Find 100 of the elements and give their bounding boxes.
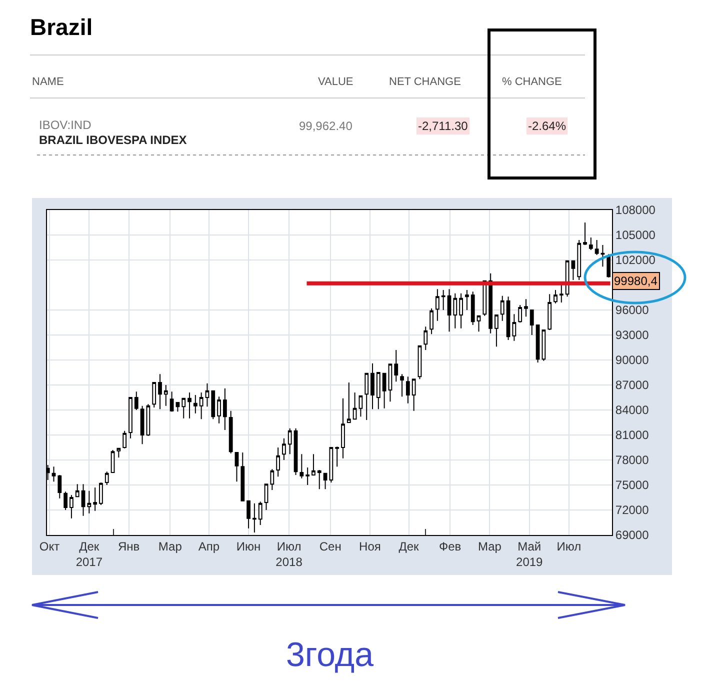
y-tick-label: 84000 bbox=[615, 403, 650, 418]
x-tick-label: Июн bbox=[236, 539, 261, 554]
x-tick-label: Окт bbox=[39, 539, 60, 554]
candlestick bbox=[188, 392, 192, 419]
candlestick bbox=[542, 330, 546, 362]
x-tick-label: Май 2019 bbox=[516, 539, 544, 569]
candlestick bbox=[536, 324, 540, 363]
text: 99980,4 bbox=[614, 274, 658, 288]
x-tick-label: Дек 2017 bbox=[76, 539, 103, 569]
text: -2,711.30 bbox=[418, 119, 468, 133]
candlestick bbox=[500, 295, 504, 322]
candlestick bbox=[64, 491, 68, 510]
candlestick bbox=[122, 430, 127, 449]
candlestick bbox=[176, 402, 180, 412]
candlestick bbox=[228, 410, 233, 454]
candlestick bbox=[217, 396, 221, 424]
y-tick-label: 105000 bbox=[615, 228, 656, 242]
candlestick bbox=[146, 404, 150, 436]
candlestick bbox=[170, 391, 174, 412]
candlestick bbox=[476, 315, 481, 332]
candlestick bbox=[394, 350, 398, 382]
candlestick bbox=[382, 372, 386, 409]
text: VALUE bbox=[318, 76, 354, 88]
candlestick bbox=[104, 471, 109, 486]
candlestick bbox=[341, 398, 345, 459]
x-tick-label: Ноя bbox=[359, 539, 381, 554]
candlestick bbox=[158, 374, 162, 410]
x-tick-label: Апр bbox=[198, 539, 220, 554]
y-tick-label: 102000 bbox=[615, 253, 656, 268]
x-tick-label: Фев bbox=[439, 539, 462, 554]
candlestick bbox=[116, 448, 121, 458]
candlestick bbox=[128, 397, 132, 439]
candlestick bbox=[488, 272, 493, 334]
candlestick bbox=[52, 466, 56, 482]
text: 3года bbox=[286, 636, 374, 674]
candlestick bbox=[554, 290, 558, 304]
chart-title: Brazil bbox=[30, 14, 93, 40]
y-tick-label: 72000 bbox=[615, 503, 650, 518]
candlestick bbox=[193, 394, 198, 414]
candlestick bbox=[246, 500, 250, 529]
candlestick bbox=[600, 244, 605, 268]
candlestick bbox=[400, 374, 404, 398]
candlestick bbox=[465, 290, 469, 310]
candlestick bbox=[412, 378, 416, 412]
candlestick bbox=[317, 470, 322, 490]
candlestick bbox=[453, 292, 458, 329]
x-tick-label: Июл bbox=[556, 539, 582, 554]
x-tick-label: Янв bbox=[118, 539, 140, 554]
candlestick bbox=[134, 391, 138, 410]
candlestick bbox=[459, 292, 463, 329]
candlestick bbox=[81, 484, 86, 516]
candlestick bbox=[211, 390, 216, 420]
x-tick-label: Июл 2018 bbox=[276, 539, 303, 569]
candlestick bbox=[335, 446, 340, 468]
text: BRAZIL IBOVESPA INDEX bbox=[39, 133, 187, 147]
candlestick bbox=[312, 454, 316, 476]
candlestick bbox=[152, 382, 156, 408]
candlestick bbox=[494, 314, 498, 348]
candlestick bbox=[288, 428, 292, 455]
candlestick bbox=[264, 484, 268, 510]
candlestick bbox=[222, 388, 227, 430]
candlestick bbox=[406, 376, 410, 404]
candlestick bbox=[571, 260, 576, 280]
candlestick bbox=[376, 372, 380, 410]
y-tick-label: 69000 bbox=[615, 528, 650, 542]
candlestick bbox=[512, 314, 516, 342]
candlestick bbox=[364, 372, 369, 420]
candlestick bbox=[234, 452, 239, 482]
candlestick bbox=[199, 392, 204, 420]
x-tick-label: Мар bbox=[158, 539, 182, 554]
y-tick-label: 78000 bbox=[615, 453, 650, 468]
candlestick bbox=[282, 438, 286, 460]
candlestick bbox=[524, 298, 528, 318]
x-tick-label: Сен bbox=[319, 539, 342, 554]
candlestick bbox=[346, 382, 351, 423]
text: % CHANGE bbox=[502, 76, 562, 88]
candlestick bbox=[548, 294, 552, 330]
candlestick bbox=[258, 501, 262, 526]
candlestick bbox=[99, 482, 103, 506]
candlestick bbox=[294, 428, 298, 476]
candlestick bbox=[300, 454, 304, 479]
candlestick bbox=[358, 395, 363, 418]
candlestick bbox=[447, 288, 452, 332]
candlestick bbox=[276, 447, 280, 478]
y-tick-label: 108000 bbox=[615, 203, 656, 218]
candlestick bbox=[435, 288, 440, 322]
text: 99,962.40 bbox=[299, 119, 353, 133]
y-tick-label: 96000 bbox=[615, 303, 650, 318]
candlestick bbox=[240, 452, 245, 502]
text: NAME bbox=[32, 76, 64, 88]
candlestick bbox=[140, 405, 144, 445]
candlestick bbox=[370, 362, 374, 410]
y-tick-label: 93000 bbox=[615, 328, 650, 342]
candlestick bbox=[588, 237, 593, 250]
candlestick bbox=[110, 450, 115, 473]
y-tick-label: 87000 bbox=[615, 378, 650, 392]
candlestick bbox=[58, 474, 62, 499]
candlestick bbox=[583, 222, 587, 246]
x-tick-label: Мар bbox=[478, 539, 502, 554]
candlestick bbox=[323, 472, 328, 490]
